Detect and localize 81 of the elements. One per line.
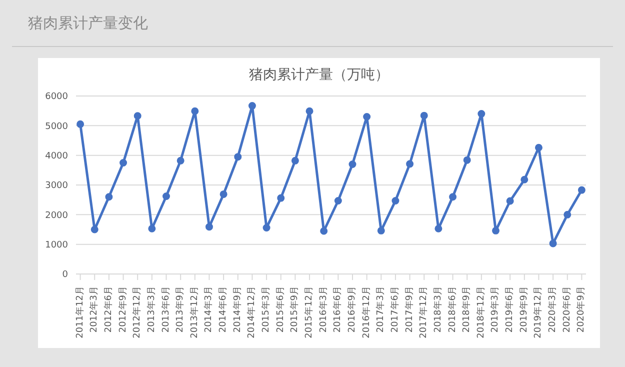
point <box>134 112 142 120</box>
x-tick-label: 2014年9月 <box>232 286 243 333</box>
x-tick-label: 2017年3月 <box>375 286 386 333</box>
point <box>220 190 228 198</box>
x-tick-label: 2014年3月 <box>203 286 214 333</box>
x-tick-label: 2020年9月 <box>576 286 587 333</box>
y-tick-label: 6000 <box>45 92 68 102</box>
x-tick-label: 2013年9月 <box>174 286 186 333</box>
point <box>306 107 314 115</box>
point <box>191 107 199 115</box>
y-tick-label: 3000 <box>45 181 68 192</box>
x-tick-label: 2015年6月 <box>274 286 286 333</box>
x-tick-label: 2019年9月 <box>518 286 530 333</box>
point <box>176 156 184 164</box>
point <box>262 224 270 232</box>
x-tick-label: 2011年12月 <box>74 286 86 338</box>
point <box>248 102 256 110</box>
point <box>506 197 514 205</box>
chart-title: 猪肉累计产量（万吨） <box>248 66 390 85</box>
point <box>162 192 170 200</box>
x-tick-label: 2012年9月 <box>117 286 128 333</box>
x-tick-label: 2018年3月 <box>432 286 444 333</box>
point <box>420 112 428 120</box>
point <box>549 240 557 248</box>
point <box>334 196 342 204</box>
point <box>392 196 400 204</box>
point <box>406 160 414 168</box>
x-tick-label: 2014年6月 <box>218 286 229 333</box>
x-tick-label: 2019年6月 <box>504 286 516 333</box>
x-tick-label: 2012年6月 <box>102 286 114 333</box>
point <box>564 210 572 218</box>
point <box>277 194 285 202</box>
point <box>90 226 98 234</box>
x-tick-label: 2018年9月 <box>461 286 472 333</box>
point <box>434 224 442 232</box>
x-tick-label: 2016年6月 <box>332 286 344 333</box>
point <box>205 223 213 231</box>
point <box>234 153 242 161</box>
point <box>120 159 128 166</box>
x-tick-label: 2015年9月 <box>289 286 300 333</box>
x-tick-label: 2020年3月 <box>547 286 558 333</box>
point <box>520 176 528 184</box>
point <box>320 227 328 235</box>
x-tick-label: 2016年12月 <box>360 286 372 338</box>
point <box>148 224 156 232</box>
point <box>291 156 299 164</box>
point <box>492 226 500 234</box>
x-tick-label: 2012年3月 <box>88 286 100 333</box>
chart-subtitle: 猪肉累计产量变化 <box>28 14 148 33</box>
x-tick-label: 2017年6月 <box>389 286 400 333</box>
x-tick-label: 2019年12月 <box>532 286 544 338</box>
x-tick-label: 2016年9月 <box>346 286 358 333</box>
x-tick-label: 2015年3月 <box>260 286 272 333</box>
point <box>478 110 486 118</box>
x-tick-label: 2013年6月 <box>160 286 172 333</box>
point <box>534 144 542 152</box>
y-tick-label: 4000 <box>45 152 68 162</box>
point <box>377 226 385 234</box>
y-tick-label: 0 <box>62 270 68 280</box>
point <box>463 156 471 164</box>
x-tick-label: 2013年12月 <box>188 286 200 338</box>
y-tick-label: 5000 <box>45 122 68 132</box>
x-tick-label: 2018年6月 <box>446 286 458 333</box>
point <box>363 113 371 121</box>
x-tick-label: 2017年12月 <box>418 286 430 338</box>
y-tick-label: 2000 <box>45 210 68 221</box>
point <box>76 120 84 128</box>
x-tick-label: 2020年6月 <box>561 286 572 333</box>
x-tick-label: 2019年3月 <box>490 286 501 333</box>
x-tick-label: 2018年12月 <box>475 286 486 338</box>
x-tick-label: 2013年3月 <box>146 286 157 333</box>
y-tick-label: 1000 <box>45 240 68 251</box>
point <box>449 193 457 201</box>
x-tick-label: 2012年12月 <box>132 286 143 338</box>
point <box>348 160 356 168</box>
x-tick-label: 2015年12月 <box>304 286 315 338</box>
x-tick-label: 2017年9月 <box>404 286 415 333</box>
point <box>578 186 586 194</box>
point <box>105 193 113 201</box>
x-tick-label: 2016年3月 <box>318 286 329 333</box>
x-tick-label: 2014年12月 <box>246 286 258 338</box>
